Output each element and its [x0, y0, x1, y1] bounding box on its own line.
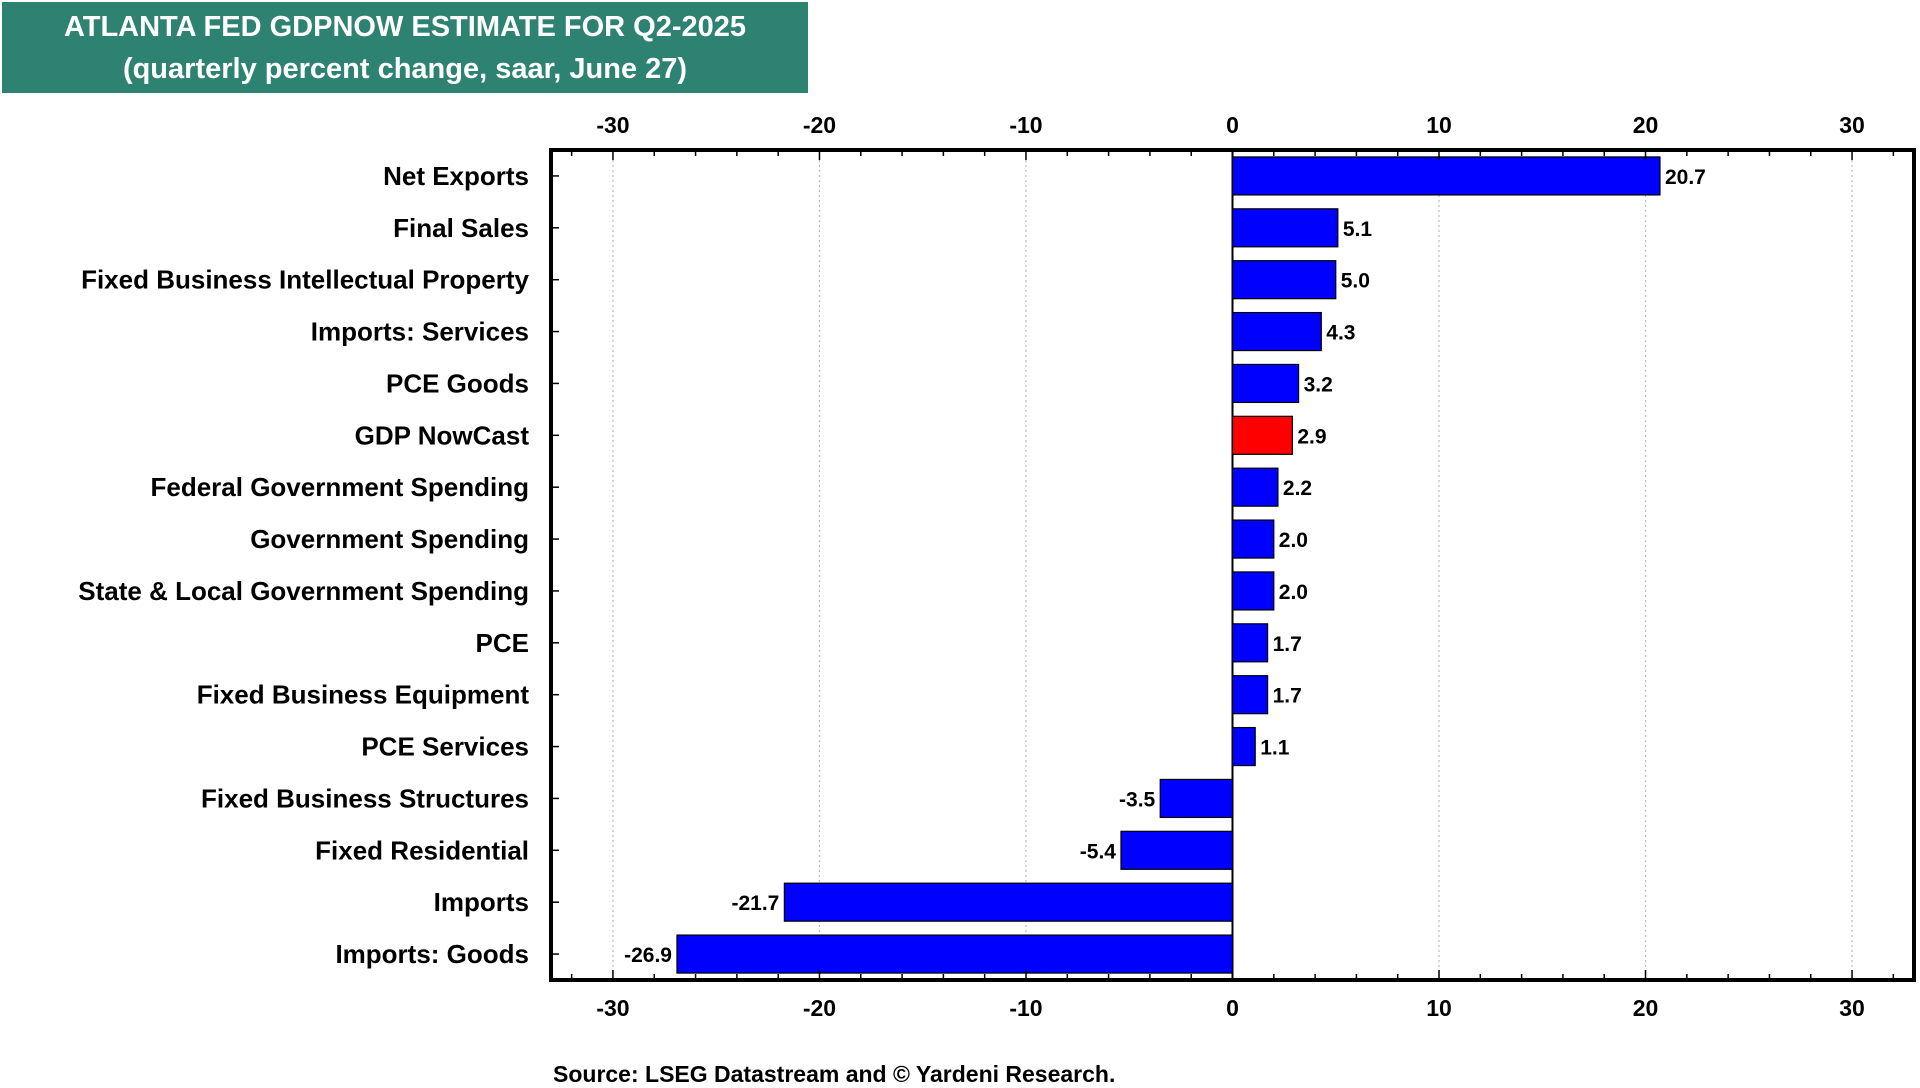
bar-value-label: 2.0 — [1279, 529, 1308, 552]
x-tick-label-top: -10 — [1009, 112, 1042, 138]
category-label: Fixed Business Structures — [201, 783, 529, 813]
bar — [1231, 623, 1269, 663]
x-tick-label-top: 10 — [1426, 112, 1452, 138]
x-tick-label-bottom: 0 — [1226, 995, 1239, 1021]
source-note: Source: LSEG Datastream and © Yardeni Re… — [553, 1061, 1116, 1087]
bar-value-label: 5.0 — [1341, 270, 1370, 293]
bar — [1231, 571, 1275, 611]
bar — [1231, 156, 1661, 196]
category-label: Imports: Goods — [335, 939, 529, 969]
chart-title: ATLANTA FED GDPNOW ESTIMATE FOR Q2-2025 — [63, 11, 747, 43]
x-tick-label-top: 20 — [1633, 112, 1659, 138]
bar — [1231, 311, 1322, 352]
plot-frame — [549, 148, 1916, 982]
bar-value-label: -21.7 — [731, 892, 779, 915]
category-label: Fixed Residential — [315, 835, 529, 865]
category-label: Net Exports — [383, 161, 529, 191]
bar-value-label: 2.0 — [1279, 581, 1308, 604]
category-label: Imports: Services — [311, 317, 529, 347]
bar — [1231, 363, 1300, 404]
bar — [1231, 675, 1269, 715]
bar-value-label: 4.3 — [1326, 322, 1355, 345]
value-labels: 20.7 5.1 5.0 4.3 3.2 2.9 2.2 2.0 2.0 1.7 1.7 1.1 -3.… — [624, 166, 1706, 967]
x-tick-label-top: 0 — [1226, 112, 1239, 138]
bar-value-label: 1.7 — [1273, 633, 1302, 656]
x-tick-label-top: -30 — [596, 112, 629, 138]
bar — [1231, 467, 1279, 507]
bar-value-label: 20.7 — [1665, 166, 1706, 189]
x-tick-label-bottom: 10 — [1426, 995, 1452, 1021]
bar — [1159, 778, 1234, 819]
x-tick-label-bottom: -20 — [803, 995, 836, 1021]
category-label: Federal Government Spending — [150, 472, 529, 502]
bar — [676, 934, 1234, 974]
bar — [1231, 208, 1339, 248]
x-tick-label-bottom: -10 — [1009, 995, 1042, 1021]
category-label: State & Local Government Spending — [78, 576, 529, 606]
category-label: PCE Services — [361, 732, 529, 762]
bar-value-label: 2.9 — [1297, 425, 1326, 448]
chart-title-box: ATLANTA FED GDPNOW ESTIMATE FOR Q2-2025 … — [2, 2, 808, 93]
category-label: Fixed Business Equipment — [197, 680, 530, 710]
chart-subtitle: (quarterly percent change, saar, June 27… — [122, 53, 688, 85]
x-tick-label-bottom: -30 — [596, 995, 629, 1021]
bar-value-label: 1.7 — [1273, 685, 1302, 708]
bar-value-label: 3.2 — [1304, 373, 1333, 396]
bar-value-label: 5.1 — [1343, 218, 1373, 241]
x-tick-label-top: 30 — [1839, 112, 1865, 138]
category-label: PCE Goods — [386, 368, 529, 398]
bar — [1231, 260, 1337, 300]
bar — [1120, 830, 1234, 870]
bar-value-label: -5.4 — [1080, 840, 1117, 863]
bar-value-label: 2.2 — [1283, 477, 1312, 500]
x-tick-label-bottom: 20 — [1633, 995, 1659, 1021]
bar-value-label: 1.1 — [1260, 737, 1290, 760]
x-tick-label-top: -20 — [803, 112, 836, 138]
bar — [1231, 519, 1275, 559]
category-labels: Net Exports Final Sales Fixed Business Int… — [78, 161, 529, 969]
category-label: Government Spending — [250, 524, 529, 554]
category-label: PCE — [476, 628, 529, 658]
category-label: Fixed Business Intellectual Property — [81, 265, 529, 295]
bar — [1231, 726, 1256, 767]
category-label: Imports — [434, 887, 529, 917]
bars — [676, 156, 1661, 974]
bar — [783, 882, 1234, 922]
bar-value-label: -26.9 — [624, 944, 672, 967]
x-tick-label-bottom: 30 — [1839, 995, 1865, 1021]
bar-value-label: -3.5 — [1119, 788, 1156, 811]
category-label: GDP NowCast — [355, 420, 530, 450]
bar — [1231, 415, 1293, 455]
category-label: Final Sales — [393, 213, 529, 243]
